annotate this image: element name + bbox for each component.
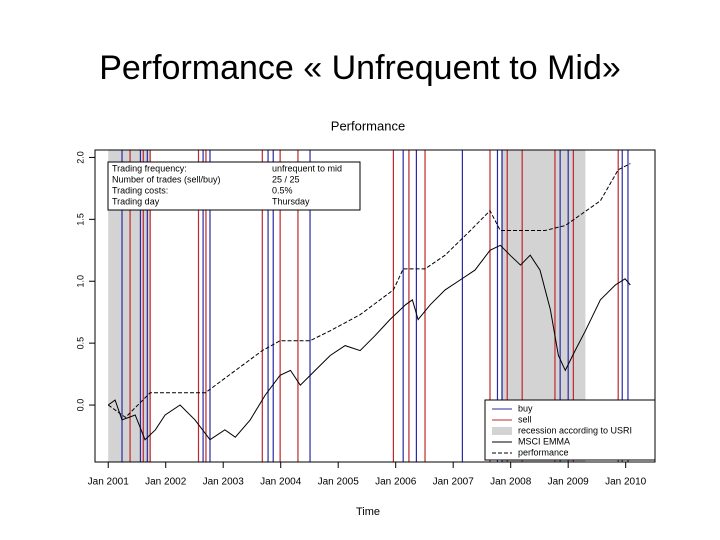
x-tick-label: Jan 2009 xyxy=(548,477,590,488)
y-tick-label: 2.0 xyxy=(75,151,85,164)
x-axis-label: Time xyxy=(356,506,380,518)
y-tick-label: 1.5 xyxy=(75,213,85,226)
info-value: 25 / 25 xyxy=(272,174,300,184)
x-tick-label: Jan 2002 xyxy=(145,477,187,488)
legend-label: buy xyxy=(518,403,533,413)
info-box xyxy=(107,161,361,211)
series-line xyxy=(107,244,631,441)
x-tick-label: Jan 2003 xyxy=(203,477,245,488)
legend-swatch xyxy=(492,427,512,435)
y-tick-label: 0.5 xyxy=(75,337,85,350)
chart-title: Performance xyxy=(331,118,405,133)
series-line xyxy=(107,163,631,419)
legend-label: performance xyxy=(518,447,569,457)
x-tick-label: Jan 2007 xyxy=(433,477,475,488)
info-value: unfrequent to mid xyxy=(272,163,342,173)
info-label: Trading day xyxy=(112,196,160,206)
x-tick-label: Jan 2008 xyxy=(490,477,532,488)
info-value: 0.5% xyxy=(272,185,293,195)
legend-label: recession according to USRI xyxy=(518,425,632,435)
x-tick-label: Jan 2005 xyxy=(318,477,360,488)
x-tick-label: Jan 2001 xyxy=(88,477,130,488)
legend-label: sell xyxy=(518,414,532,424)
legend-box xyxy=(484,399,656,461)
y-tick-label: 1.0 xyxy=(75,275,85,288)
y-tick-label: 0.0 xyxy=(75,399,85,412)
slide-title: Performance « Unfrequent to Mid» xyxy=(99,49,621,87)
x-tick-label: Jan 2006 xyxy=(375,477,417,488)
plot-frame xyxy=(94,149,656,463)
info-label: Trading costs: xyxy=(112,185,168,195)
x-tick-label: Jan 2010 xyxy=(605,477,647,488)
info-value: Thursday xyxy=(272,196,310,206)
info-label: Number of trades (sell/buy) xyxy=(112,174,221,184)
legend-label: MSCI EMMA xyxy=(518,436,570,446)
x-tick-label: Jan 2004 xyxy=(260,477,302,488)
info-label: Trading frequency: xyxy=(112,163,187,173)
